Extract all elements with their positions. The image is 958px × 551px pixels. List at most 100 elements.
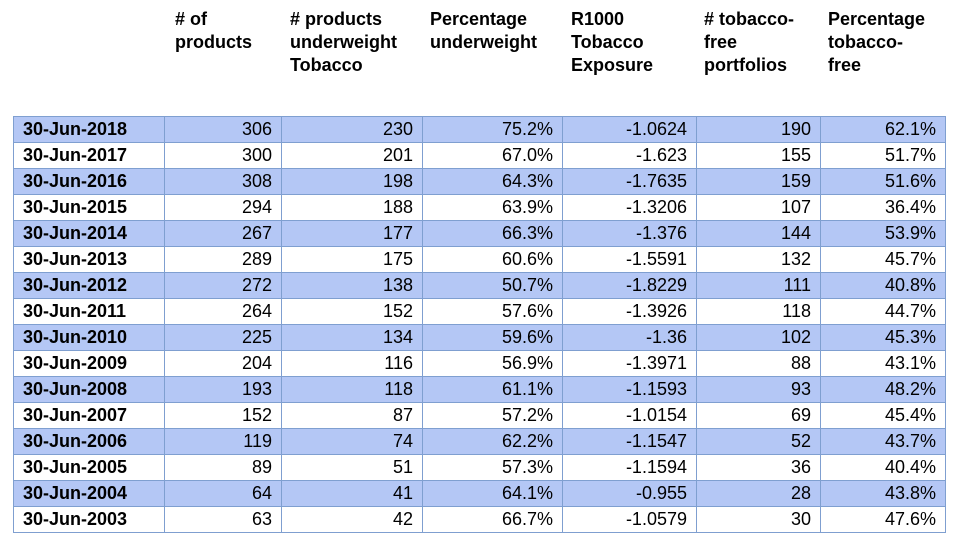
table-cell: 116: [281, 350, 423, 377]
table-cell: 289: [164, 246, 282, 273]
table-cell: 107: [696, 194, 821, 221]
table-cell: 63.9%: [422, 194, 563, 221]
table-cell: 119: [164, 428, 282, 455]
table-cell: 45.7%: [820, 246, 946, 273]
header-line: free: [704, 32, 738, 52]
table-cell: 118: [281, 376, 423, 403]
header-tobacco-free-portfolios: # tobacco- free portfolios: [704, 8, 794, 77]
header-num-products: # of products: [175, 8, 252, 54]
table-cell: 193: [164, 376, 282, 403]
table-cell: 62.1%: [820, 116, 946, 143]
header-line: # tobacco-: [704, 9, 795, 29]
table-cell: 59.6%: [422, 324, 563, 351]
table-cell: 87: [281, 402, 423, 429]
header-line: portfolios: [704, 55, 787, 75]
table-cell: 64: [164, 480, 282, 507]
row-date-cell: 30-Jun-2010: [13, 324, 165, 351]
row-date-cell: 30-Jun-2018: [13, 116, 165, 143]
table-cell: 144: [696, 220, 821, 247]
table-cell: 75.2%: [422, 116, 563, 143]
row-date-cell: 30-Jun-2004: [13, 480, 165, 507]
table-cell: 306: [164, 116, 282, 143]
table-cell: 28: [696, 480, 821, 507]
table-cell: 190: [696, 116, 821, 143]
row-date-cell: 30-Jun-2003: [13, 506, 165, 533]
table-cell: -1.0624: [562, 116, 697, 143]
table-row: 30-Jun-2011 264 152 57.6% -1.3926 118 44.7%: [13, 298, 946, 325]
table-cell: 201: [281, 142, 423, 169]
table-cell: 118: [696, 298, 821, 325]
table-cell: 45.4%: [820, 402, 946, 429]
table-cell: 294: [164, 194, 282, 221]
row-date-cell: 30-Jun-2017: [13, 142, 165, 169]
table-cell: 102: [696, 324, 821, 351]
table-cell: -1.8229: [562, 272, 697, 299]
header-percentage-tobacco-free: Percentage tobacco- free: [828, 8, 925, 77]
row-date-cell: 30-Jun-2011: [13, 298, 165, 325]
header-line: # products: [290, 9, 383, 29]
table-cell: 66.3%: [422, 220, 563, 247]
table-cell: 43.1%: [820, 350, 946, 377]
table-cell: -1.3926: [562, 298, 697, 325]
header-line: Tobacco: [290, 55, 363, 75]
table-cell: -1.376: [562, 220, 697, 247]
table-cell: 67.0%: [422, 142, 563, 169]
row-date-cell: 30-Jun-2009: [13, 350, 165, 377]
row-date-cell: 30-Jun-2015: [13, 194, 165, 221]
table-cell: 61.1%: [422, 376, 563, 403]
table-cell: 230: [281, 116, 423, 143]
header-r1000-exposure: R1000 Tobacco Exposure: [571, 8, 653, 77]
table-row: 30-Jun-2005 89 51 57.3% -1.1594 36 40.4%: [13, 454, 946, 481]
table-cell: 47.6%: [820, 506, 946, 533]
table-cell: -1.623: [562, 142, 697, 169]
table-cell: 272: [164, 272, 282, 299]
table-cell: -1.3206: [562, 194, 697, 221]
table-cell: 64.3%: [422, 168, 563, 195]
table-cell: -1.0579: [562, 506, 697, 533]
table-cell: -1.1547: [562, 428, 697, 455]
table-cell: 69: [696, 402, 821, 429]
table-cell: 42: [281, 506, 423, 533]
row-date-cell: 30-Jun-2013: [13, 246, 165, 273]
header-percentage-underweight: Percentage underweight: [430, 8, 537, 54]
table-row: 30-Jun-2004 64 41 64.1% -0.955 28 43.8%: [13, 480, 946, 507]
table-cell: 40.8%: [820, 272, 946, 299]
table-cell: 57.3%: [422, 454, 563, 481]
table-cell: 152: [164, 402, 282, 429]
table-cell: 52: [696, 428, 821, 455]
table-cell: -1.36: [562, 324, 697, 351]
table-row: 30-Jun-2009 204 116 56.9% -1.3971 88 43.1%: [13, 350, 946, 377]
table-cell: 204: [164, 350, 282, 377]
table-row: 30-Jun-2012 272 138 50.7% -1.8229 111 40.8%: [13, 272, 946, 299]
table-cell: 62.2%: [422, 428, 563, 455]
table-cell: 74: [281, 428, 423, 455]
table-row: 30-Jun-2016 308 198 64.3% -1.7635 159 51.6%: [13, 168, 946, 195]
table-cell: 30: [696, 506, 821, 533]
data-table: 30-Jun-2018 306 230 75.2% -1.0624 190 62.1% 30-…: [13, 116, 946, 533]
table-cell: 45.3%: [820, 324, 946, 351]
table-row: 30-Jun-2003 63 42 66.7% -1.0579 30 47.6%: [13, 506, 946, 533]
table-header: # of products # products underweight Tob…: [0, 8, 958, 108]
table-cell: -1.5591: [562, 246, 697, 273]
table-cell: 132: [696, 246, 821, 273]
table-cell: 188: [281, 194, 423, 221]
table-cell: 66.7%: [422, 506, 563, 533]
table-row: 30-Jun-2006 119 74 62.2% -1.1547 52 43.7%: [13, 428, 946, 455]
table-cell: 177: [281, 220, 423, 247]
table-row: 30-Jun-2017 300 201 67.0% -1.623 155 51.7%: [13, 142, 946, 169]
header-line: underweight: [290, 32, 397, 52]
table-cell: 51.6%: [820, 168, 946, 195]
row-date-cell: 30-Jun-2007: [13, 402, 165, 429]
table-cell: 159: [696, 168, 821, 195]
table-cell: 56.9%: [422, 350, 563, 377]
header-line: Percentage: [430, 9, 528, 29]
table-cell: 89: [164, 454, 282, 481]
row-date-cell: 30-Jun-2005: [13, 454, 165, 481]
table-row: 30-Jun-2013 289 175 60.6% -1.5591 132 45.7%: [13, 246, 946, 273]
table-cell: 41: [281, 480, 423, 507]
header-line: R1000: [571, 9, 625, 29]
table-cell: 152: [281, 298, 423, 325]
table-cell: 175: [281, 246, 423, 273]
table-cell: 60.6%: [422, 246, 563, 273]
table-cell: 198: [281, 168, 423, 195]
